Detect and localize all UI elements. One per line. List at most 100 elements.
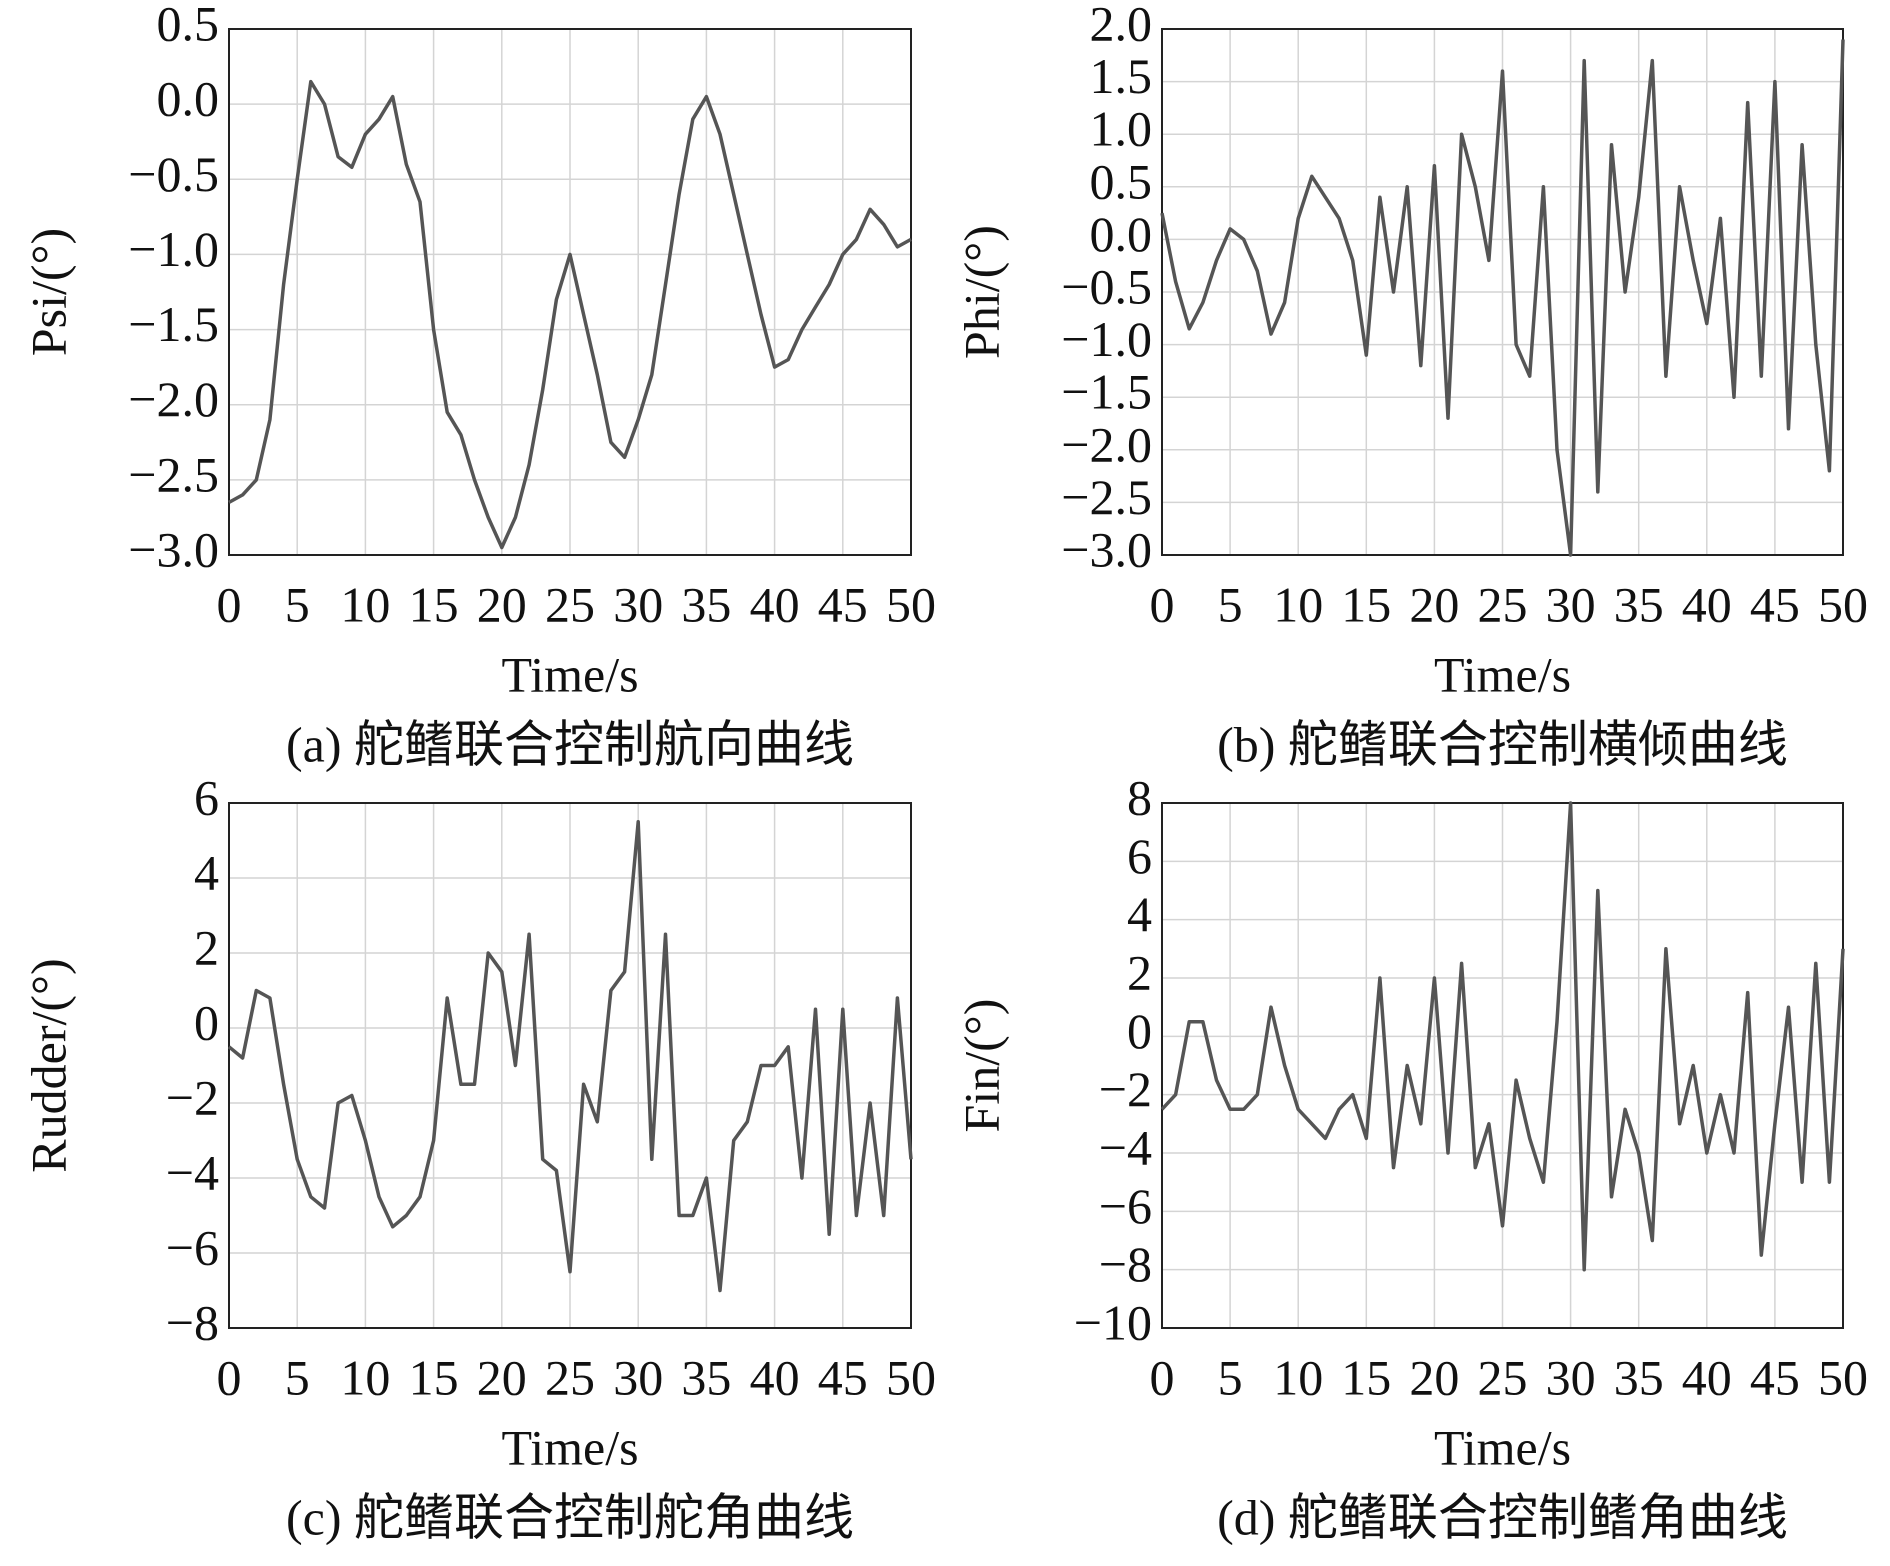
x-tick-label: 45 <box>1750 1349 1800 1405</box>
y-tick-label: 0.0 <box>1090 206 1153 262</box>
x-tick-label: 10 <box>340 1349 390 1405</box>
x-axis-label: Time/s <box>501 1419 638 1475</box>
x-axis-label: Time/s <box>501 646 638 702</box>
y-tick-label: −2.0 <box>128 371 219 427</box>
y-axis-label: Phi/(°) <box>953 225 1009 359</box>
y-tick-label: −4 <box>1099 1119 1152 1175</box>
x-tick-label: 40 <box>750 576 800 632</box>
y-tick-label: 0.0 <box>157 71 220 127</box>
chart-caption: (d) 舵鳍联合控制鳍角曲线 <box>1217 1489 1788 1545</box>
x-tick-label: 30 <box>1546 1349 1596 1405</box>
x-tick-label: 20 <box>477 1349 527 1405</box>
y-tick-label: −1.0 <box>1061 311 1152 367</box>
x-tick-label: 10 <box>1273 1349 1323 1405</box>
y-tick-label: 0 <box>1127 1003 1152 1059</box>
y-tick-label: −1.5 <box>1061 364 1152 420</box>
x-tick-label: 0 <box>217 576 242 632</box>
x-tick-label: 30 <box>613 576 663 632</box>
y-axis-label: Psi/(°) <box>20 228 76 356</box>
y-tick-label: −1.0 <box>128 221 219 277</box>
x-tick-label: 50 <box>1818 1349 1868 1405</box>
y-tick-label: −8 <box>166 1294 219 1350</box>
data-line <box>1160 801 1845 1272</box>
x-axis-label: Time/s <box>1434 646 1571 702</box>
plot-frame <box>228 802 912 1329</box>
x-tick-label: 40 <box>750 1349 800 1405</box>
x-tick-label: 45 <box>818 576 868 632</box>
y-tick-label: −2.5 <box>128 446 219 502</box>
x-tick-label: 5 <box>1218 576 1243 632</box>
x-tick-label: 30 <box>1546 576 1596 632</box>
y-tick-label: −0.5 <box>1061 258 1152 314</box>
x-tick-label: 15 <box>1341 1349 1391 1405</box>
x-tick-label: 10 <box>340 576 390 632</box>
x-tick-label: 50 <box>886 576 936 632</box>
x-tick-label: 40 <box>1682 1349 1732 1405</box>
chart-caption: (c) 舵鳍联合控制舵角曲线 <box>286 1489 854 1545</box>
x-tick-label: 10 <box>1273 576 1323 632</box>
x-tick-label: 25 <box>545 1349 595 1405</box>
y-axis-label: Rudder/(°) <box>20 958 76 1172</box>
x-tick-label: 25 <box>1478 576 1528 632</box>
y-tick-label: −3.0 <box>1061 521 1152 577</box>
y-tick-label: 2 <box>194 919 219 975</box>
y-tick-label: 2.0 <box>1090 0 1153 51</box>
y-tick-label: −6 <box>1099 1178 1152 1234</box>
x-tick-label: 5 <box>285 576 310 632</box>
y-tick-label: −6 <box>166 1219 219 1275</box>
y-tick-label: 0 <box>194 994 219 1050</box>
y-tick-label: −10 <box>1074 1294 1152 1350</box>
x-tick-label: 15 <box>409 576 459 632</box>
x-tick-label: 35 <box>681 1349 731 1405</box>
y-tick-label: −8 <box>1099 1236 1152 1292</box>
y-tick-label: 2 <box>1127 944 1152 1000</box>
y-tick-label: 4 <box>194 844 219 900</box>
y-tick-label: −4 <box>166 1144 219 1200</box>
y-tick-label: −2.5 <box>1061 469 1152 525</box>
x-tick-label: 30 <box>613 1349 663 1405</box>
plot-frame <box>1161 802 1844 1329</box>
x-tick-label: 45 <box>818 1349 868 1405</box>
x-tick-label: 35 <box>1614 1349 1664 1405</box>
chart-caption: (a) 舵鳍联合控制航向曲线 <box>286 716 854 772</box>
y-tick-label: 8 <box>1127 769 1152 825</box>
x-tick-label: 40 <box>1682 576 1732 632</box>
y-tick-label: −2.0 <box>1061 416 1152 472</box>
x-tick-label: 50 <box>1818 576 1868 632</box>
y-tick-label: 0.5 <box>1090 153 1153 209</box>
y-tick-label: 1.5 <box>1090 48 1153 104</box>
x-tick-label: 0 <box>1150 576 1175 632</box>
y-tick-label: −2 <box>1099 1061 1152 1117</box>
data-line <box>228 79 912 550</box>
y-tick-label: −3.0 <box>128 521 219 577</box>
x-tick-label: 20 <box>477 576 527 632</box>
x-tick-label: 0 <box>1150 1349 1175 1405</box>
x-tick-label: 5 <box>285 1349 310 1405</box>
x-tick-label: 20 <box>1409 576 1459 632</box>
data-line <box>227 820 913 1293</box>
y-tick-label: −0.5 <box>128 146 219 202</box>
y-tick-label: 4 <box>1127 886 1152 942</box>
y-tick-label: 6 <box>194 769 219 825</box>
x-tick-label: 25 <box>545 576 595 632</box>
x-tick-label: 15 <box>409 1349 459 1405</box>
y-tick-label: 1.0 <box>1090 101 1153 157</box>
x-tick-label: 25 <box>1478 1349 1528 1405</box>
chart-caption: (b) 舵鳍联合控制横倾曲线 <box>1217 716 1788 772</box>
data-line <box>1160 39 1845 557</box>
x-tick-label: 50 <box>886 1349 936 1405</box>
y-tick-label: 0.5 <box>157 0 220 51</box>
y-tick-label: −2 <box>166 1069 219 1125</box>
x-axis-label: Time/s <box>1434 1419 1571 1475</box>
x-tick-label: 20 <box>1409 1349 1459 1405</box>
y-tick-label: −1.5 <box>128 296 219 352</box>
x-tick-label: 15 <box>1341 576 1391 632</box>
x-tick-label: 5 <box>1218 1349 1243 1405</box>
plot-frame <box>228 28 912 556</box>
x-tick-label: 35 <box>681 576 731 632</box>
x-tick-label: 0 <box>217 1349 242 1405</box>
y-tick-label: 6 <box>1127 828 1152 884</box>
plot-frame <box>1161 28 1844 556</box>
y-axis-label: Fin/(°) <box>953 999 1009 1133</box>
